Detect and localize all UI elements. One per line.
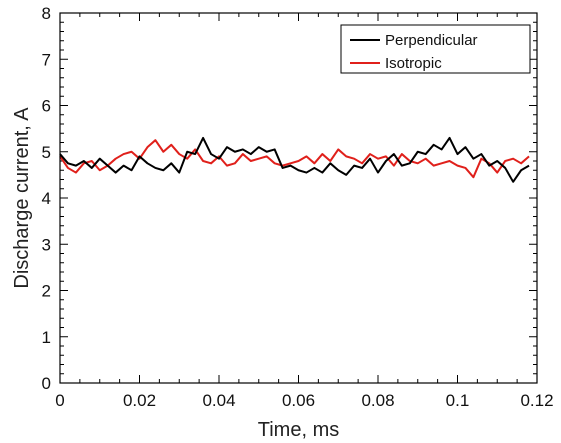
y-tick-label: 3 — [42, 235, 51, 254]
y-tick-label: 1 — [42, 328, 51, 347]
y-tick-label: 8 — [42, 4, 51, 23]
series-layer — [59, 136, 530, 183]
x-tick-label: 0.1 — [446, 391, 470, 410]
x-tick-label: 0.04 — [202, 391, 235, 410]
x-tick-label: 0.12 — [520, 391, 553, 410]
x-tick-label: 0.08 — [361, 391, 394, 410]
x-axis-label: Time, ms — [258, 419, 339, 441]
y-tick-label: 5 — [42, 143, 51, 162]
series-line-isotropic — [59, 139, 530, 179]
series-line-perpendicular — [59, 136, 530, 183]
legend-label-perpendicular: Perpendicular — [385, 32, 478, 49]
x-tick-label: 0.06 — [282, 391, 315, 410]
y-tick-label: 2 — [42, 282, 51, 301]
y-axis-label: Discharge current, A — [11, 107, 33, 289]
y-tick-label: 7 — [42, 50, 51, 69]
y-tick-label: 6 — [42, 97, 51, 116]
legend-label-isotropic: Isotropic — [385, 55, 442, 72]
axis-ticks: 0 0.02 0.04 0.06 0.08 0.1 0.12 0 1 2 3 4 5 6 7 8 — [42, 4, 554, 410]
x-tick-label: 0.02 — [123, 391, 156, 410]
y-tick-label: 4 — [42, 189, 51, 208]
x-tick-label: 0 — [55, 391, 64, 410]
y-tick-label: 0 — [42, 374, 51, 393]
plot-frame — [59, 12, 538, 384]
legend-box — [340, 24, 531, 74]
legend: Perpendicular Isotropic — [340, 24, 531, 74]
